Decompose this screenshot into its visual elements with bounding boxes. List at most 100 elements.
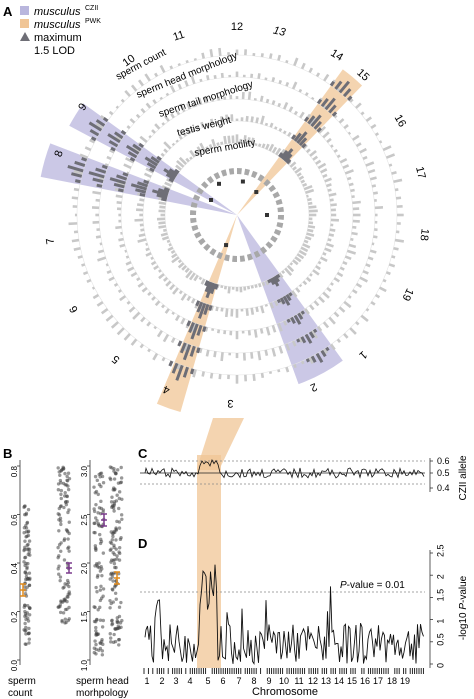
density-bar [132, 311, 141, 320]
density-bar [81, 263, 86, 267]
head-dot [115, 493, 119, 497]
chr-tick-14: 14 [334, 676, 344, 686]
count-dot [25, 566, 29, 571]
count-dot [27, 641, 31, 645]
count-dot [27, 613, 32, 617]
lod-peak [146, 162, 157, 170]
chr-tick-12: 12 [308, 676, 318, 686]
lod-peak [338, 80, 350, 94]
count-dot [59, 488, 64, 493]
density-bar [220, 285, 224, 289]
czii-swatch [20, 6, 29, 15]
pwk-swatch [20, 19, 29, 28]
chr-tick-13: 13 [321, 676, 331, 686]
chromosome-label-10: 10 [121, 52, 138, 69]
count-dot [25, 585, 29, 589]
density-bar [264, 303, 268, 307]
count-dot [61, 611, 66, 615]
density-bar [158, 273, 165, 280]
density-bar [161, 356, 166, 362]
count-czii-errorbar [66, 562, 72, 574]
density-bar [323, 348, 328, 354]
density-bar [347, 131, 352, 135]
chr-tick-10: 10 [279, 676, 289, 686]
density-bar [298, 283, 303, 288]
density-bar [209, 49, 214, 58]
pwk-sup: PWK [85, 18, 101, 25]
head-czii-errorbar [101, 513, 107, 527]
density-bar [161, 122, 166, 126]
density-bar [100, 307, 109, 315]
density-bar [365, 161, 375, 167]
head-dot [100, 474, 105, 479]
density-bar [189, 149, 196, 158]
lod-peak [195, 300, 201, 307]
density-bar [294, 256, 302, 263]
count-dot [66, 537, 70, 541]
density-bar [339, 157, 348, 164]
count-dot [63, 490, 67, 495]
density-bar [216, 96, 221, 101]
panel-c-ytick: 0.4 [437, 483, 450, 493]
count-dot [24, 613, 28, 618]
lod-peak [303, 116, 310, 123]
chromosome-label-17: 17 [413, 165, 427, 180]
chromosome-segment [198, 237, 206, 246]
density-bar [158, 201, 167, 206]
density-bar [330, 144, 334, 148]
density-bar [394, 238, 405, 243]
lod-peak [196, 324, 203, 336]
chromosome-segment [194, 231, 202, 239]
count-dot [61, 481, 66, 486]
head-dot [113, 591, 118, 596]
density-bar [243, 135, 247, 144]
density-bar [186, 102, 192, 110]
lod-peak [325, 346, 330, 352]
density-bar [292, 166, 297, 171]
count-tick: 0.6 [10, 514, 19, 526]
count-dot [57, 572, 61, 576]
count-dot [65, 583, 69, 587]
count-dot [23, 556, 27, 560]
density-bar [156, 330, 163, 338]
lod-peak [310, 114, 322, 128]
density-bar [292, 259, 299, 266]
chromosome-label-3: 3 [227, 397, 234, 409]
count-dot [65, 578, 70, 583]
density-bar [318, 296, 326, 304]
lod-peak [342, 88, 352, 98]
pwk-label: musculus [34, 19, 81, 31]
chr-tick-1: 1 [144, 676, 149, 686]
lod-peak [189, 345, 196, 357]
density-bar [145, 242, 149, 246]
density-bar [315, 159, 322, 165]
head-dot [93, 639, 97, 643]
density-bar [135, 113, 141, 119]
density-bar [312, 155, 319, 161]
density-bar [97, 249, 105, 254]
density-bar [115, 225, 122, 230]
lod-peak [305, 358, 310, 363]
density-bar [320, 168, 328, 174]
count-dot [26, 542, 30, 547]
chromosome-label-12: 12 [231, 21, 243, 33]
head-dot [115, 519, 119, 524]
density-bar [295, 137, 300, 143]
head-dot [118, 537, 123, 542]
density-bar [144, 73, 151, 82]
density-bar [163, 148, 169, 154]
density-bar [126, 300, 131, 305]
chromosome-segment [263, 178, 271, 187]
lod-peak [95, 119, 106, 127]
density-bar [291, 340, 297, 347]
lod-peak [307, 115, 316, 125]
density-bar [318, 125, 327, 134]
lod-peak [293, 132, 302, 142]
density-bar [378, 140, 383, 144]
density-bar [252, 373, 256, 381]
chromosome-segment [192, 194, 201, 202]
density-bar [138, 79, 145, 87]
chromosome-segment [253, 250, 261, 258]
density-bar [355, 142, 362, 148]
chromosome-label-11: 11 [172, 29, 187, 44]
